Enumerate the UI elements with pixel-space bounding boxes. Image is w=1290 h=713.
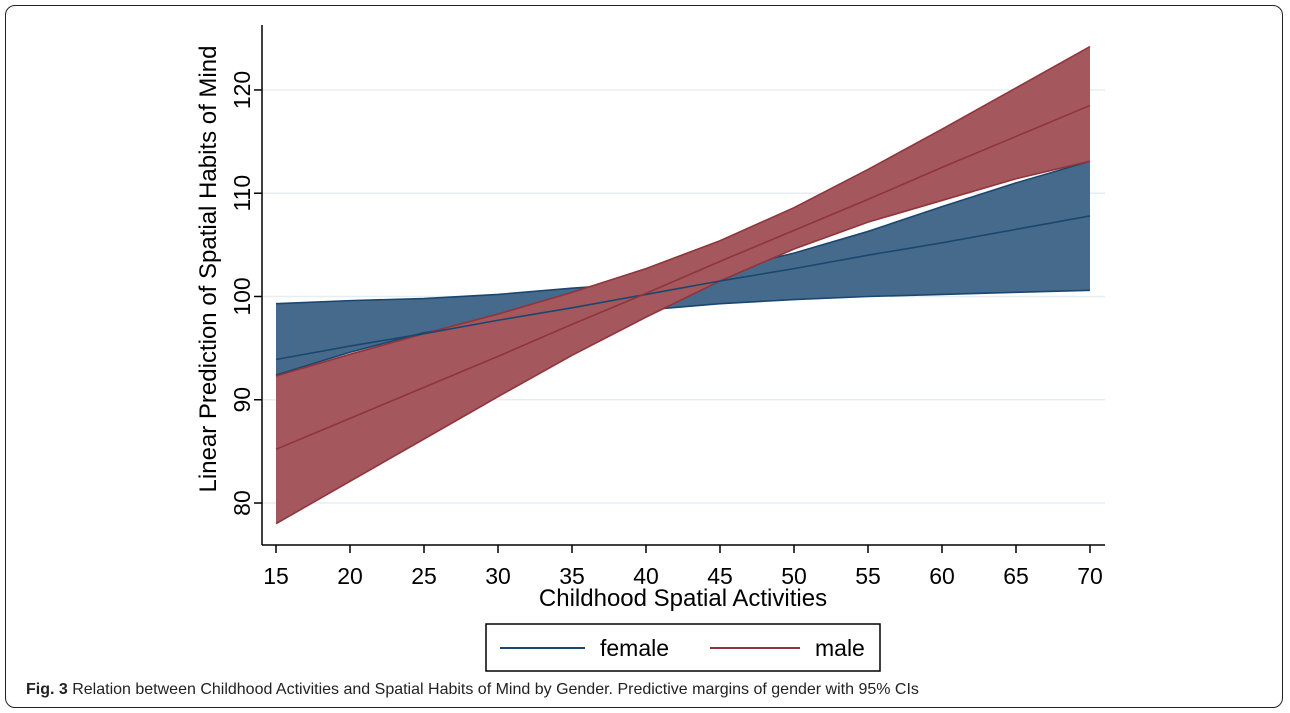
caption-text: Relation between Childhood Activities an… [67,681,919,698]
x-axis-label: Childhood Spatial Activities [539,585,827,612]
x-tick-label: 65 [1003,563,1029,589]
confidence-bands [275,45,1091,525]
axes: 80 90 100 110 120 15 20 25 30 35 40 45 50 55 60 65 70 [229,25,1105,589]
ci-lower-male [275,160,1091,525]
x-tick-label: 60 [929,563,955,589]
ci-band-male [276,46,1090,524]
x-tick-label: 50 [781,563,807,589]
x-tick-label: 30 [485,563,511,589]
series-line-female [275,215,1091,361]
y-tick-label: 80 [229,490,255,516]
x-tick-label: 20 [337,563,363,589]
ci-upper-male [275,45,1091,377]
legend-label-female: female [600,635,669,661]
y-tick-label: 90 [229,387,255,413]
y-tick-label: 120 [229,71,255,109]
y-axis-label: Linear Prediction of Spatial Habits of M… [195,46,222,493]
x-tick-label: 40 [633,563,659,589]
x-tick-label: 55 [855,563,881,589]
caption-label: Fig. 3 [26,681,68,698]
x-tick-label: 45 [707,563,733,589]
series-lines [275,104,1091,451]
y-tick-label: 100 [229,277,255,315]
x-tick-label: 25 [411,563,437,589]
legend-label-male: male [815,635,865,661]
x-tick-label: 15 [263,563,289,589]
figure-frame [5,5,1283,708]
y-tick-label: 110 [229,175,255,212]
figure-caption: Fig. 3 Relation between Childhood Activi… [26,681,919,699]
legend: female male [485,623,881,672]
x-tick-label: 35 [559,563,585,589]
series-line-male [275,104,1091,451]
x-tick-label: 70 [1077,563,1103,589]
